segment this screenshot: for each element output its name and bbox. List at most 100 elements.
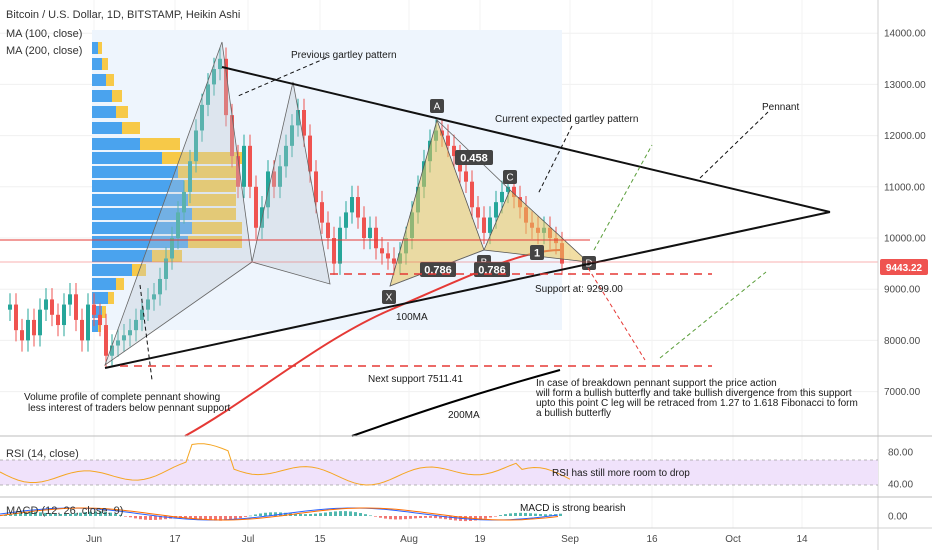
breakdown-note: a bullish butterfly — [536, 408, 611, 419]
macd-histogram-bar — [354, 512, 357, 516]
candle-body — [332, 238, 336, 264]
macd-histogram-bar — [489, 516, 492, 518]
macd-histogram-bar — [529, 513, 532, 516]
macd-histogram-bar — [214, 516, 217, 521]
current-price-label: 9443.22 — [886, 263, 923, 274]
time-tick-label: Aug — [400, 534, 418, 545]
macd-histogram-bar — [229, 516, 232, 521]
fib-ratio-label: 1 — [534, 248, 540, 260]
candle-body — [452, 145, 456, 157]
macd-histogram-bar — [99, 511, 102, 516]
candle-body — [92, 304, 96, 315]
volume-bar-blue — [92, 166, 178, 178]
volume-bar-yellow — [188, 194, 236, 206]
candle-body — [314, 171, 318, 203]
price-tick-label: 11000.00 — [884, 182, 925, 193]
macd-histogram-bar — [539, 514, 542, 516]
macd-pane — [0, 507, 562, 522]
macd-histogram-bar — [204, 516, 207, 520]
candle-body — [20, 330, 24, 341]
macd-histogram-bar — [209, 516, 212, 521]
next-support-label: Next support 7511.41 — [368, 374, 463, 385]
macd-tick-label: 0.00 — [888, 512, 908, 523]
chart-title: Bitcoin / U.S. Dollar, 1D, BITSTAMP, Hei… — [6, 9, 240, 21]
candle-body — [38, 309, 42, 336]
candle-body — [392, 258, 396, 264]
volume-bar-blue — [92, 106, 116, 118]
volume-bar-blue — [92, 138, 140, 150]
candle-body — [8, 304, 12, 310]
volume-bar-blue — [92, 320, 98, 332]
macd-histogram-bar — [349, 511, 352, 516]
macd-axis: 0.00 — [888, 512, 908, 523]
candle-body — [116, 340, 120, 346]
macd-histogram-bar — [259, 513, 262, 516]
macd-histogram-bar — [249, 515, 252, 517]
previous-gartley-pointer — [237, 57, 327, 97]
macd-histogram-bar — [199, 516, 202, 520]
volume-bar-yellow — [184, 180, 236, 192]
volume-bar-blue — [92, 278, 116, 290]
support-label: Support at: 9299.00 — [535, 284, 623, 295]
time-axis: Jun 17 Jul 15 Aug 19 Sep 16 Oct 14 — [86, 534, 808, 545]
macd-histogram-bar — [139, 516, 142, 520]
candle-body — [110, 345, 114, 356]
time-tick-label: 15 — [314, 534, 326, 545]
macd-histogram-bar — [374, 516, 377, 517]
macd-histogram-bar — [9, 513, 12, 516]
macd-histogram-bar — [364, 514, 367, 516]
candle-body — [446, 135, 450, 146]
macd-histogram-bar — [484, 516, 487, 519]
candle-body — [494, 202, 498, 218]
macd-histogram-bar — [399, 516, 402, 520]
pattern-point-label: A — [434, 102, 441, 113]
candle-body — [218, 58, 222, 70]
macd-histogram-bar — [309, 513, 312, 516]
current-price-badge-bg — [880, 259, 928, 275]
volume-bar-yellow — [162, 152, 242, 164]
candle-body — [200, 104, 204, 131]
breakdown-note: will form a bullish butterfly and take b… — [535, 388, 852, 399]
macd-histogram-bar — [49, 513, 52, 516]
candle-body — [464, 171, 468, 182]
macd-histogram-bar — [39, 512, 42, 516]
candle-body — [302, 110, 306, 136]
macd-histogram-bar — [324, 512, 327, 516]
macd-histogram-bar — [124, 516, 127, 517]
candle-body — [176, 212, 180, 238]
candle-body — [134, 319, 138, 331]
candle-body — [170, 238, 174, 259]
macd-histogram-bar — [144, 516, 147, 520]
ma100-line — [184, 249, 561, 437]
macd-histogram-bar — [434, 516, 437, 519]
macd-histogram-bar — [219, 516, 222, 521]
rebound-arrow — [659, 271, 767, 359]
volume-bar-yellow — [112, 90, 122, 102]
candle-body — [344, 212, 348, 228]
candle-body — [158, 278, 162, 295]
macd-histogram-bar — [359, 513, 362, 516]
macd-histogram-bar — [559, 513, 562, 516]
legend-ma200: MA (200, close) — [6, 45, 82, 57]
candle-body — [272, 171, 276, 187]
volume-bar-blue — [92, 222, 192, 234]
fib-ratio-badge — [455, 150, 493, 165]
macd-histogram-bar — [69, 513, 72, 516]
macd-histogram-bar — [449, 516, 452, 520]
macd-histogram-bar — [159, 516, 162, 520]
fib-ratio-label: 0.458 — [460, 153, 488, 165]
candle-body — [122, 335, 126, 341]
rsi-tick-label: 80.00 — [888, 448, 913, 459]
price-tick-label: 10000.00 — [884, 234, 926, 245]
candle-body — [308, 135, 312, 172]
candle-body — [266, 171, 270, 208]
macd-histogram-bar — [239, 516, 242, 519]
candle-body — [188, 161, 192, 192]
time-tick-label: Jul — [242, 534, 255, 545]
macd-histogram-bar — [394, 516, 397, 520]
macd-histogram-bar — [19, 512, 22, 516]
rsi-line — [0, 443, 571, 486]
fib-ratio-badge — [530, 245, 544, 260]
macd-histogram-bar — [154, 516, 157, 520]
